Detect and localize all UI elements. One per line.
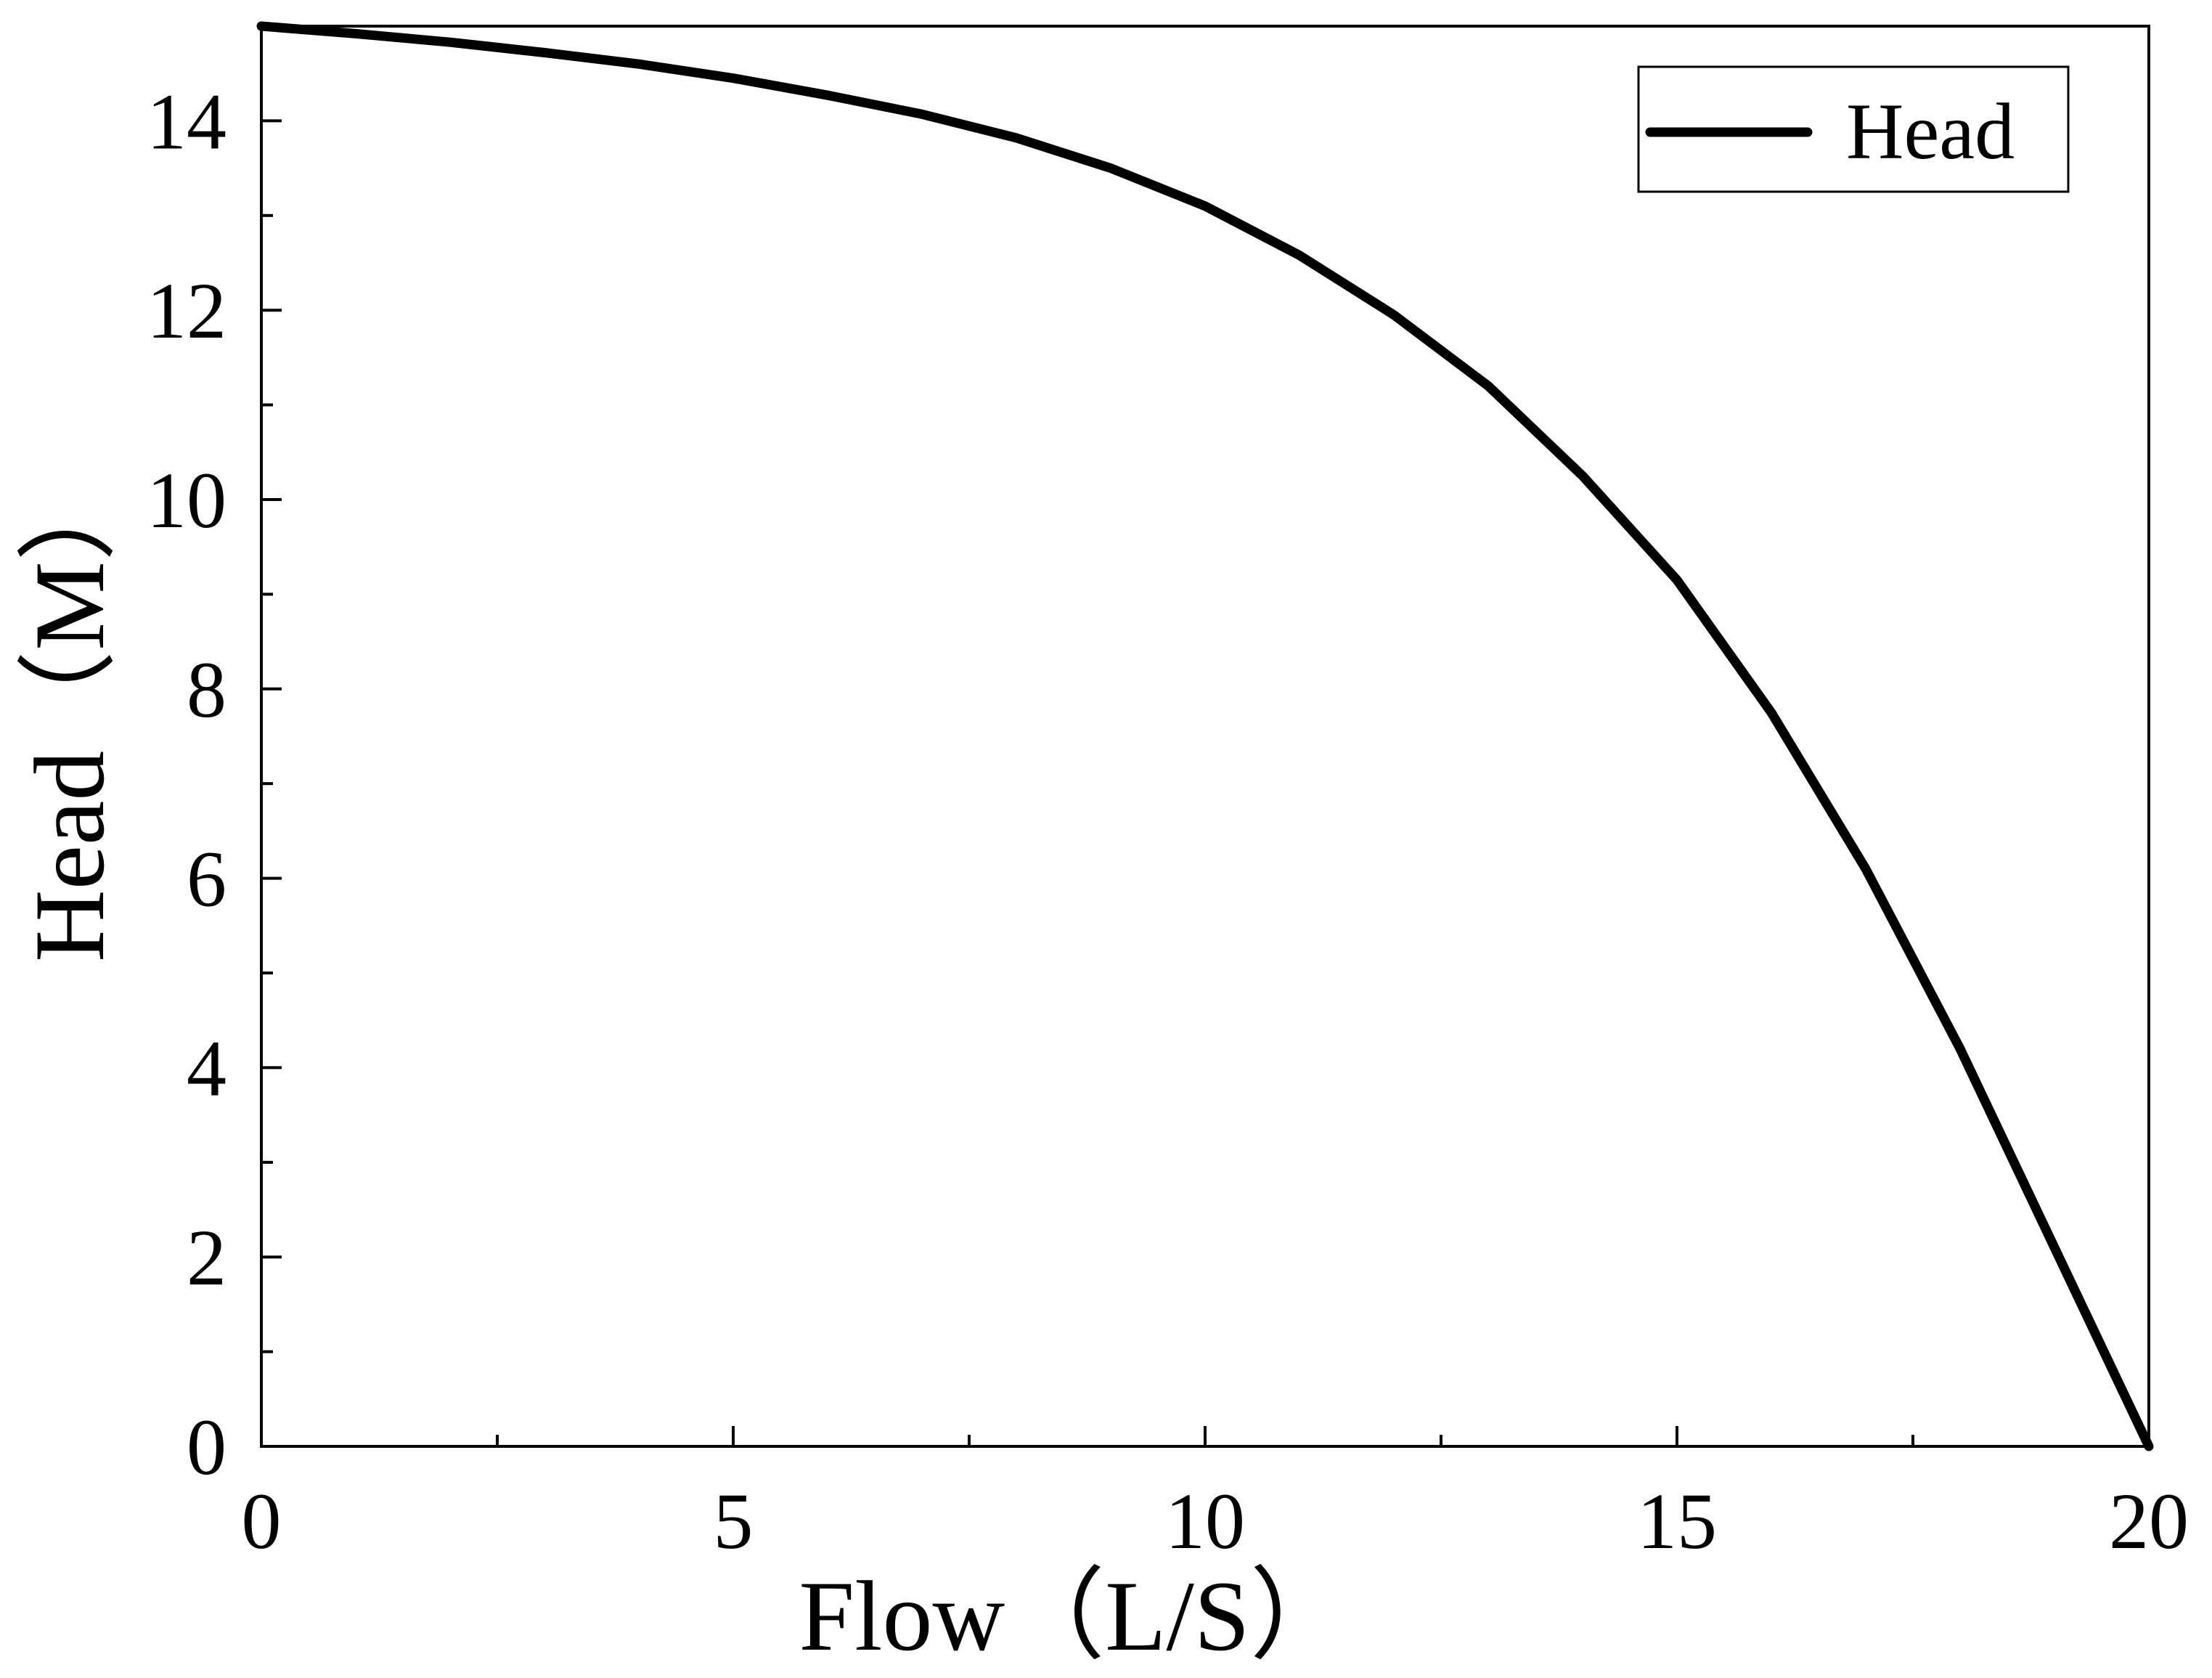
x-axis-tick-labels: 0 5 10 15 20: [242, 1477, 2189, 1565]
y-tick-label: 8: [187, 645, 226, 734]
y-tick-label: 14: [147, 77, 226, 166]
x-tick-label: 20: [2109, 1477, 2189, 1565]
plot-frame: [260, 25, 2150, 1448]
x-tick-label: 10: [1165, 1477, 1245, 1565]
series-line-head: [256, 21, 2154, 1451]
y-tick-label: 2: [187, 1213, 226, 1302]
y-axis-label: Head（M）: [14, 461, 125, 962]
y-axis-tick-labels: 0 2 4 6 8 10 12 14: [147, 77, 226, 1491]
y-tick-label: 6: [187, 835, 226, 924]
x-tick-label: 5: [714, 1477, 754, 1565]
y-tick-label: 4: [187, 1024, 226, 1112]
y-tick-label: 12: [147, 266, 226, 355]
y-tick-label: 0: [187, 1403, 226, 1491]
x-axis-label: Flow（L/S）: [799, 1560, 1350, 1671]
y-tick-label: 10: [147, 456, 226, 545]
y-axis-ticks: [261, 119, 282, 1448]
legend-label-head: Head: [1846, 87, 2015, 176]
legend: Head: [1637, 65, 2070, 193]
x-tick-label: 0: [242, 1477, 282, 1565]
x-tick-label: 15: [1637, 1477, 1717, 1565]
x-axis-ticks: [260, 1426, 2150, 1446]
